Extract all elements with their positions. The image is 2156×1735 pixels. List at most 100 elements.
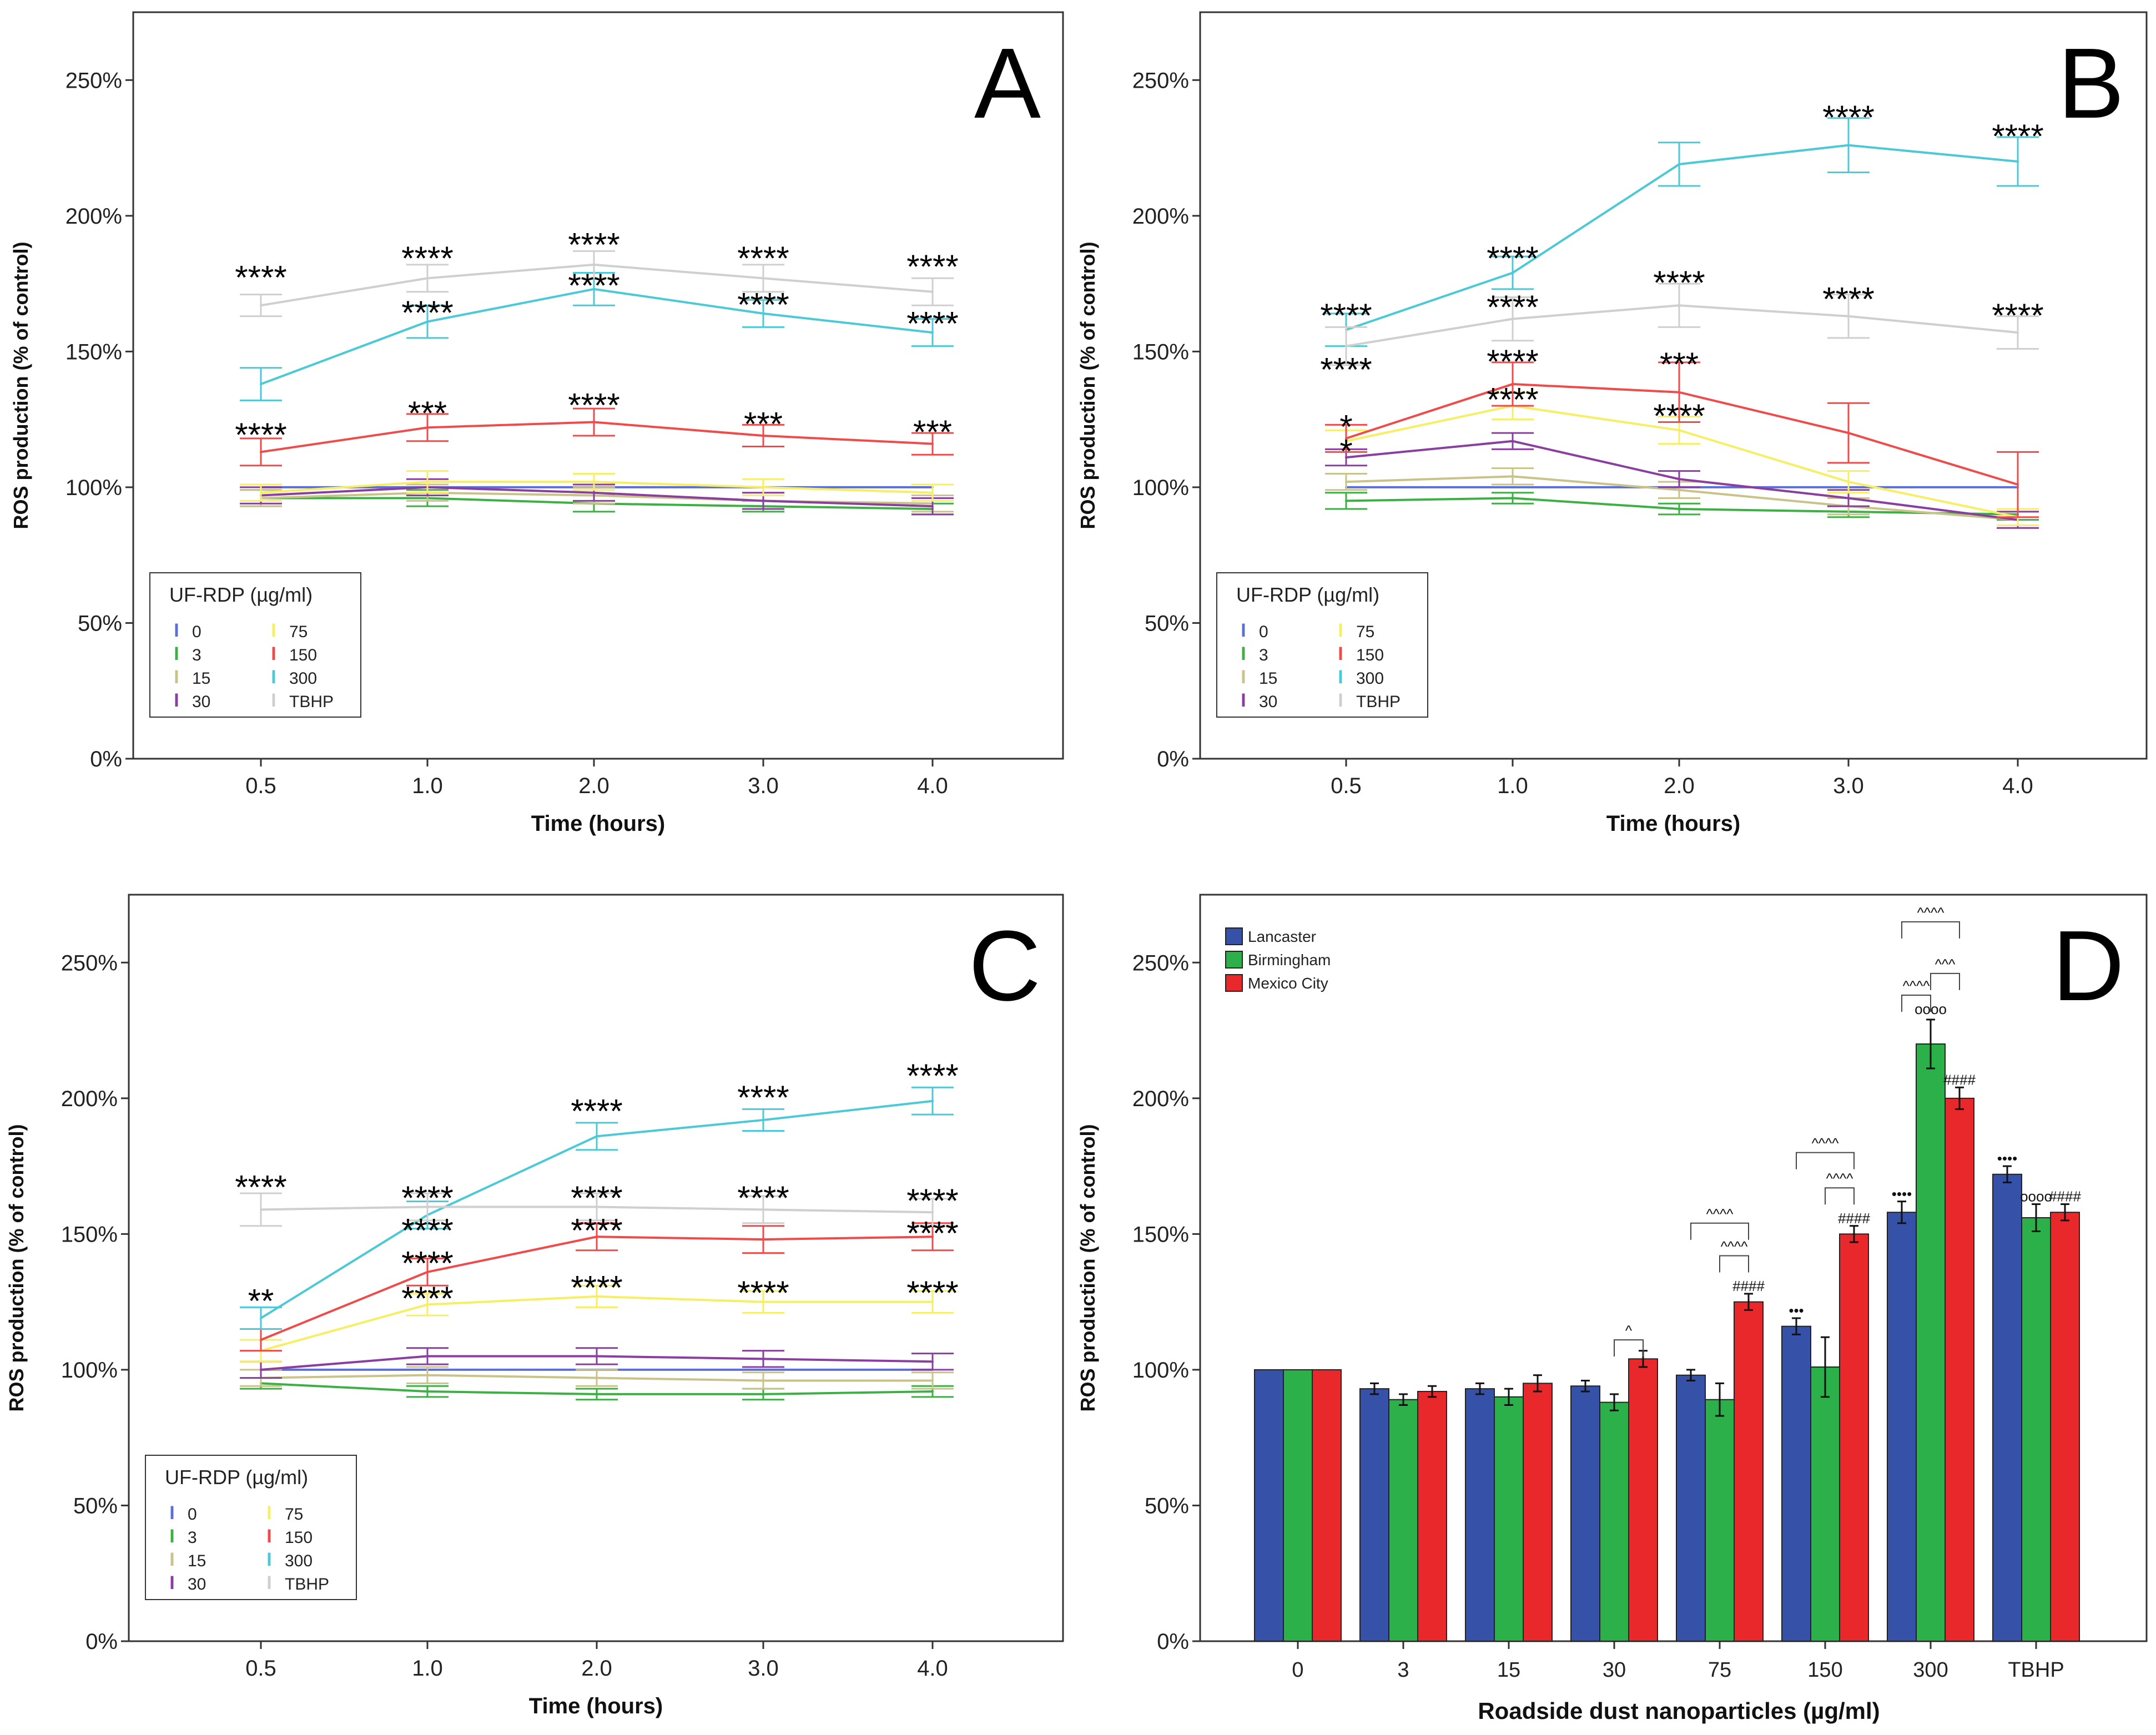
x-tick-label: 2.0	[1664, 774, 1695, 798]
data-point	[593, 421, 595, 423]
significance-label: ****	[906, 248, 958, 285]
data-point	[1512, 383, 1514, 386]
x-tick-label: 4.0	[917, 774, 948, 798]
bracket-line	[1614, 1339, 1644, 1357]
bar	[1254, 1369, 1284, 1642]
bar	[1417, 1391, 1447, 1642]
significance-label: ****	[906, 1274, 958, 1312]
data-point	[1847, 481, 1850, 483]
y-tick-label: 250%	[66, 68, 122, 93]
legend-swatch-icon: I	[266, 1526, 271, 1547]
panel-A: 0% 50% 100% 150% 200% 250% ROS production (% o…	[9, 11, 1064, 836]
legend-entry: 150	[289, 646, 317, 664]
bracket-line	[1901, 994, 1931, 1012]
data-point	[596, 1295, 598, 1298]
series-30	[1325, 432, 2039, 529]
series-300	[1325, 117, 2039, 347]
significance-label: ***	[913, 413, 952, 451]
legend-swatch-icon: I	[169, 1526, 174, 1547]
significance-label: ****	[906, 1214, 958, 1252]
data-point	[1847, 497, 1850, 500]
plot-frame	[1199, 894, 2148, 1642]
data-point	[1512, 497, 1514, 500]
x-axis-label: Time (hours)	[531, 811, 666, 836]
legend-title: UF-RDP (µg/ml)	[165, 1466, 308, 1489]
bar	[1676, 1374, 1706, 1642]
significance-label: ****	[235, 259, 286, 296]
legend-entry: Mexico City	[1248, 975, 1328, 992]
data-point	[1678, 429, 1680, 432]
legend-swatch-icon: I	[1338, 620, 1343, 641]
bracket-line	[1690, 1222, 1749, 1240]
data-point	[1512, 475, 1514, 478]
significance-label: ****	[1320, 297, 1372, 334]
significance-label: ****	[235, 416, 286, 453]
x-axis-label: Roadside dust nanoparticles (µg/ml)	[1478, 1698, 1880, 1724]
y-axis-label: ROS production (% of control)	[1076, 242, 1099, 529]
significance-symbol: ••••	[1892, 1186, 1912, 1202]
significance-label: ****	[1487, 381, 1538, 418]
data-point	[931, 1379, 934, 1382]
data-point	[260, 304, 262, 307]
series-Lancaster	[1254, 1165, 2022, 1642]
legend-swatch-icon: I	[174, 667, 179, 688]
x-tick-label: 3	[1397, 1658, 1409, 1682]
data-point	[1678, 478, 1680, 481]
legend-swatch-icon: I	[266, 1572, 271, 1593]
x-tick-label: 3.0	[748, 774, 779, 798]
data-point	[1345, 456, 1347, 459]
series-3	[240, 1377, 954, 1401]
data-point	[260, 451, 262, 453]
significance-label: ****	[568, 226, 619, 264]
significance-label: ****	[401, 1212, 453, 1249]
data-point	[931, 1235, 934, 1238]
legend-title: UF-RDP (µg/ml)	[1236, 583, 1379, 606]
data-point	[1847, 315, 1850, 317]
bar	[2050, 1212, 2080, 1642]
significance-label: ****	[235, 1168, 286, 1206]
x-axis-label: Time (hours)	[1606, 811, 1741, 836]
y-tick-label: 50%	[78, 611, 122, 636]
panel-label: C	[969, 910, 1041, 1022]
x-tick-label: 3.0	[748, 1656, 779, 1681]
comparison-bracket: ^	[1614, 1322, 1644, 1357]
bar	[1810, 1366, 1840, 1642]
series-Mexico City	[1312, 1086, 2080, 1642]
data-point	[1512, 486, 1514, 488]
legend-entry: Lancaster	[1248, 928, 1316, 945]
y-tick-label: 0%	[1157, 1630, 1189, 1654]
legend-swatch	[1225, 927, 1243, 945]
significance-label: ****	[737, 286, 789, 323]
significance-label: ****	[906, 1057, 958, 1095]
legend-swatch-icon: I	[1338, 643, 1343, 664]
bar	[1312, 1369, 1342, 1642]
data-point	[593, 481, 595, 483]
legend-swatch-icon: I	[1338, 667, 1343, 688]
data-point	[596, 1376, 598, 1379]
data-point	[260, 1368, 262, 1371]
data-point	[426, 1355, 429, 1358]
comparison-bracket: ^^^^	[1825, 1170, 1855, 1205]
legend-entry: 300	[285, 1552, 313, 1570]
data-point	[762, 434, 764, 437]
bar	[1839, 1233, 1869, 1642]
x-tick-label: TBHP	[2008, 1658, 2064, 1682]
significance-label: ****	[906, 1182, 958, 1219]
panel-C: 0% 50% 100% 150% 200% 250% ROS production (% o…	[5, 894, 1064, 1718]
significance-label: ***	[408, 395, 447, 432]
data-point	[1345, 481, 1347, 483]
series-300	[240, 272, 954, 401]
legend-swatch-icon: I	[1338, 690, 1343, 711]
bracket-line	[1825, 1187, 1855, 1205]
legend-swatch-icon: I	[174, 620, 179, 641]
data-point	[762, 312, 764, 315]
legend-swatch-icon: I	[271, 643, 276, 664]
data-point	[762, 486, 764, 488]
bracket-label: ^^^^	[1826, 1170, 1854, 1187]
data-point	[931, 1300, 934, 1303]
bracket-label: ^^^^	[1812, 1135, 1840, 1152]
significance-label: ****	[568, 386, 619, 423]
series-150	[1325, 361, 2039, 518]
